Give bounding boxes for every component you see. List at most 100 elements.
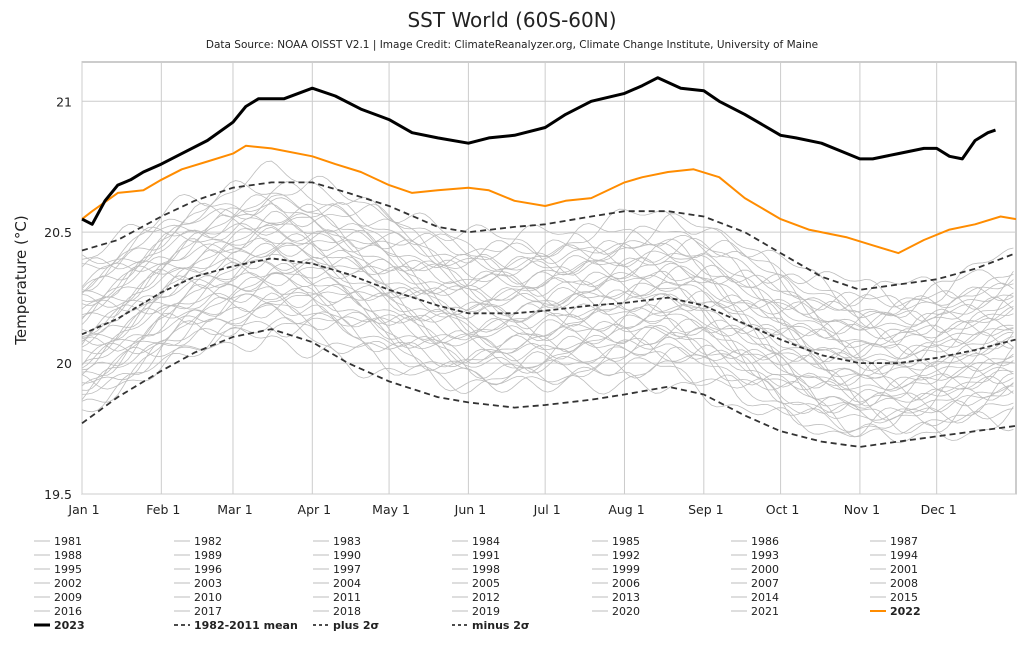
legend-item-plus-2-[interactable]: plus 2σ [313, 619, 379, 632]
legend-item-2015[interactable]: 2015 [870, 591, 918, 604]
series-line-2017 [81, 180, 1014, 319]
legend-item-minus-2-[interactable]: minus 2σ [452, 619, 530, 632]
legend-item-1998[interactable]: 1998 [452, 563, 500, 576]
legend-item-2004[interactable]: 2004 [313, 577, 361, 590]
legend-item-2013[interactable]: 2013 [592, 591, 640, 604]
plot-area: 19.5 20 20.5 21 Jan 1 Feb 1 Mar 1 Apr 1 May 1 Jun… [44, 61, 1017, 517]
legend-item-2021[interactable]: 2021 [731, 605, 779, 618]
legend-item-1988[interactable]: 1988 [34, 549, 82, 562]
legend-item-2003[interactable]: 2003 [174, 577, 222, 590]
legend-item-2006[interactable]: 2006 [592, 577, 640, 590]
series-line-2019 [81, 203, 1014, 310]
legend-label: 1982-2011 mean [194, 619, 298, 632]
series-line-2015 [81, 202, 1014, 329]
series-line-2022 [81, 144, 1017, 255]
legend-label: 1985 [612, 535, 640, 548]
x-tick-label: Aug 1 [608, 502, 644, 517]
legend-item-1997[interactable]: 1997 [313, 563, 361, 576]
legend-label: 2011 [333, 591, 361, 604]
legend-item-2001[interactable]: 2001 [870, 563, 918, 576]
legend-item-2012[interactable]: 2012 [452, 591, 500, 604]
legend: 1981 1982 1983 1984 1985 1986 1987 1988 1989 1990… [34, 535, 921, 632]
legend-item-2014[interactable]: 2014 [731, 591, 779, 604]
legend-item-1991[interactable]: 1991 [452, 549, 500, 562]
legend-label: 2023 [54, 619, 85, 632]
legend-item-1993[interactable]: 1993 [731, 549, 779, 562]
legend-item-2020[interactable]: 2020 [592, 605, 640, 618]
series-line-2021 [81, 160, 1014, 311]
chart-subtitle: Data Source: NOAA OISST V2.1 | Image Cre… [206, 39, 818, 51]
series-line-2001 [81, 256, 1014, 375]
legend-label: 1994 [890, 549, 918, 562]
series-line-2006 [81, 229, 1014, 361]
legend-item-1982-2011-mean[interactable]: 1982-2011 mean [174, 619, 298, 632]
series-line-1998 [81, 242, 1014, 392]
legend-item-1987[interactable]: 1987 [870, 535, 918, 548]
legend-item-1982[interactable]: 1982 [174, 535, 222, 548]
series-line-1995 [81, 271, 1014, 386]
x-tick-label: Apr 1 [298, 502, 332, 517]
series-line-2020 [81, 175, 1014, 316]
legend-item-2016[interactable]: 2016 [34, 605, 82, 618]
series-line-2012 [81, 194, 1014, 340]
legend-item-1994[interactable]: 1994 [870, 549, 918, 562]
legend-item-2019[interactable]: 2019 [452, 605, 500, 618]
legend-label: 1998 [472, 563, 500, 576]
legend-item-2009[interactable]: 2009 [34, 591, 82, 604]
legend-label: 1989 [194, 549, 222, 562]
y-tick-label: 21 [56, 94, 72, 109]
series-line-2008 [81, 214, 1014, 349]
legend-label: 2010 [194, 591, 222, 604]
y-tick-label: 19.5 [44, 487, 72, 502]
series-line-2009 [81, 226, 1014, 335]
legend-item-1995[interactable]: 1995 [34, 563, 82, 576]
y-tick-label: 20 [56, 356, 72, 371]
legend-label: 1999 [612, 563, 640, 576]
series-line-1993 [81, 262, 1014, 410]
legend-item-1989[interactable]: 1989 [174, 549, 222, 562]
legend-label: 2016 [54, 605, 82, 618]
legend-item-2023[interactable]: 2023 [34, 619, 85, 632]
legend-label: 2022 [890, 605, 921, 618]
x-tick-label: Feb 1 [146, 502, 180, 517]
legend-item-1999[interactable]: 1999 [592, 563, 640, 576]
series-line-2007 [81, 210, 1014, 360]
legend-label: 2002 [54, 577, 82, 590]
legend-label: 1997 [333, 563, 361, 576]
series-line-1990 [81, 283, 1014, 409]
legend-item-1985[interactable]: 1985 [592, 535, 640, 548]
series-line-2023 [81, 76, 996, 226]
series-line-1997 [81, 256, 1014, 392]
legend-item-1990[interactable]: 1990 [313, 549, 361, 562]
legend-item-2005[interactable]: 2005 [452, 577, 500, 590]
legend-label: 1981 [54, 535, 82, 548]
legend-label: 2018 [333, 605, 361, 618]
legend-label: 1986 [751, 535, 779, 548]
x-tick-label: Nov 1 [844, 502, 880, 517]
legend-label: 1987 [890, 535, 918, 548]
legend-item-1981[interactable]: 1981 [34, 535, 82, 548]
legend-item-2008[interactable]: 2008 [870, 577, 918, 590]
legend-label: 2015 [890, 591, 918, 604]
legend-item-1983[interactable]: 1983 [313, 535, 361, 548]
legend-item-2022[interactable]: 2022 [870, 605, 921, 618]
legend-item-1984[interactable]: 1984 [452, 535, 500, 548]
legend-item-2002[interactable]: 2002 [34, 577, 82, 590]
legend-item-2000[interactable]: 2000 [731, 563, 779, 576]
legend-item-1992[interactable]: 1992 [592, 549, 640, 562]
legend-label: 2008 [890, 577, 918, 590]
legend-item-1996[interactable]: 1996 [174, 563, 222, 576]
legend-label: 2006 [612, 577, 640, 590]
legend-item-2017[interactable]: 2017 [174, 605, 222, 618]
legend-label: 1996 [194, 563, 222, 576]
y-axis-label: Temperature (°C) [12, 215, 30, 345]
legend-item-2007[interactable]: 2007 [731, 577, 779, 590]
legend-item-2011[interactable]: 2011 [313, 591, 361, 604]
legend-item-2018[interactable]: 2018 [313, 605, 361, 618]
series-line-1988 [81, 286, 1014, 427]
legend-item-1986[interactable]: 1986 [731, 535, 779, 548]
series-line-1999 [81, 249, 1014, 379]
legend-item-2010[interactable]: 2010 [174, 591, 222, 604]
series-line-1984 [81, 292, 1014, 444]
